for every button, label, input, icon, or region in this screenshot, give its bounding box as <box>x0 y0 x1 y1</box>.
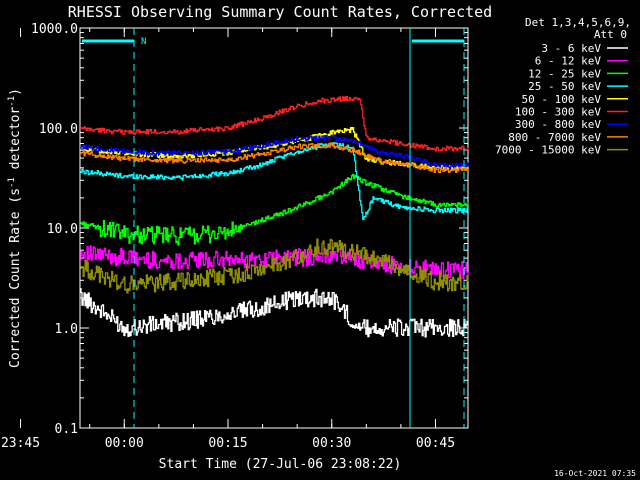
legend-label: 6 - 12 keV <box>535 55 602 68</box>
series-line-1 <box>80 245 469 280</box>
chart-title: RHESSI Observing Summary Count Rates, Co… <box>68 3 492 21</box>
legend-label: 3 - 6 keV <box>541 42 601 55</box>
legend-label: 7000 - 15000 keV <box>495 144 601 157</box>
legend-label: 50 - 100 keV <box>522 93 602 106</box>
x-tick-label: 00:15 <box>208 436 247 451</box>
x-axis-label: Start Time (27-Jul-06 23:08:22) <box>159 457 402 472</box>
legend-label: 25 - 50 keV <box>528 80 601 93</box>
marker-lines: N <box>82 28 465 428</box>
y-tick-label: 100.0 <box>39 122 78 137</box>
y-axis: 0.1 1.0 10.0 100.0 1000.0 <box>31 22 468 437</box>
timestamp: 16-Oct-2021 07:35 <box>554 469 636 478</box>
y-tick-label: 1000.0 <box>31 22 78 37</box>
series-line-6 <box>80 134 469 169</box>
y-axis-label: Corrected Count Rate (s-1 detector-1) <box>7 88 23 368</box>
series-line-2 <box>80 173 469 246</box>
y-tick-label: 0.1 <box>55 422 78 437</box>
series-line-8 <box>80 238 469 294</box>
x-tick-label: 00:30 <box>312 436 351 451</box>
legend-header-line-2: Att 0 <box>594 28 627 41</box>
legend-header-line-1: Det 1,3,4,5,6,9, <box>525 16 631 29</box>
series-line-7 <box>80 142 469 174</box>
x-tick-label: 23:45 <box>1 436 40 451</box>
legend-label: 300 - 800 keV <box>515 118 601 131</box>
series-line-5 <box>80 96 469 152</box>
y-tick-label: 1.0 <box>55 322 78 337</box>
series-line-3 <box>80 142 469 221</box>
y-tick-label: 10.0 <box>47 222 78 237</box>
marker-label: N <box>141 37 146 47</box>
legend-label: 100 - 300 keV <box>515 106 601 119</box>
legend-label: 800 - 7000 keV <box>508 131 601 144</box>
series-layer <box>80 96 469 338</box>
x-tick-label: 00:45 <box>416 436 455 451</box>
series-line-0 <box>80 288 469 338</box>
legend-label: 12 - 25 keV <box>528 67 601 80</box>
x-tick-label: 00:00 <box>105 436 144 451</box>
